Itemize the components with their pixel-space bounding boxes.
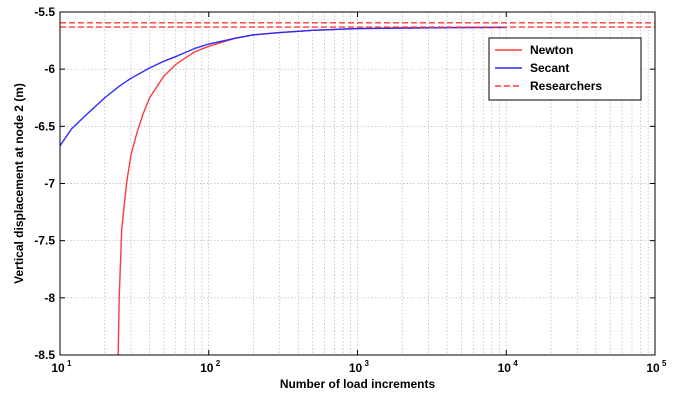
x-tick-label-exponent: 1	[67, 359, 72, 368]
legend-label-secant: Secant	[530, 61, 569, 75]
ticks-layer: -5.5-6-6.5-7-7.5-8-8.510 1 10 2 10 3 10 4 10 5	[34, 5, 667, 375]
x-tick-label: 10 4	[498, 359, 519, 375]
legend: Newton Secant Researchers	[488, 37, 642, 101]
x-tick-label-base: 10	[200, 361, 214, 375]
x-tick-label: 10 2	[200, 359, 221, 375]
x-tick-label-exponent: 4	[513, 359, 518, 368]
x-tick-label-base: 10	[51, 361, 65, 375]
x-tick-label-base: 10	[349, 361, 363, 375]
series-line-secant	[60, 26, 507, 147]
y-axis-label: Vertical displacement at node 2 (m)	[12, 83, 26, 284]
x-tick-label: 10 1	[51, 359, 72, 375]
y-tick-label: -6	[44, 62, 55, 76]
x-tick-label: 10 5	[646, 359, 667, 375]
legend-box	[488, 37, 642, 101]
y-tick-label: -7	[44, 177, 55, 191]
y-tick-label: -7.5	[34, 234, 55, 248]
x-tick-label-exponent: 2	[216, 359, 221, 368]
y-tick-label: -8	[44, 291, 55, 305]
series-layer	[60, 22, 655, 355]
y-tick-label: -8.5	[34, 348, 55, 362]
x-tick-label-exponent: 3	[365, 359, 370, 368]
y-tick-label: -5.5	[34, 5, 55, 19]
legend-label-researchers: Researchers	[530, 79, 602, 93]
x-tick-label-exponent: 5	[662, 359, 667, 368]
x-tick-label-base: 10	[646, 361, 660, 375]
x-axis-label: Number of load increments	[280, 377, 436, 391]
legend-label-newton: Newton	[530, 43, 573, 57]
x-tick-label-base: 10	[498, 361, 512, 375]
y-tick-label: -6.5	[34, 119, 55, 133]
x-tick-label: 10 3	[349, 359, 370, 375]
